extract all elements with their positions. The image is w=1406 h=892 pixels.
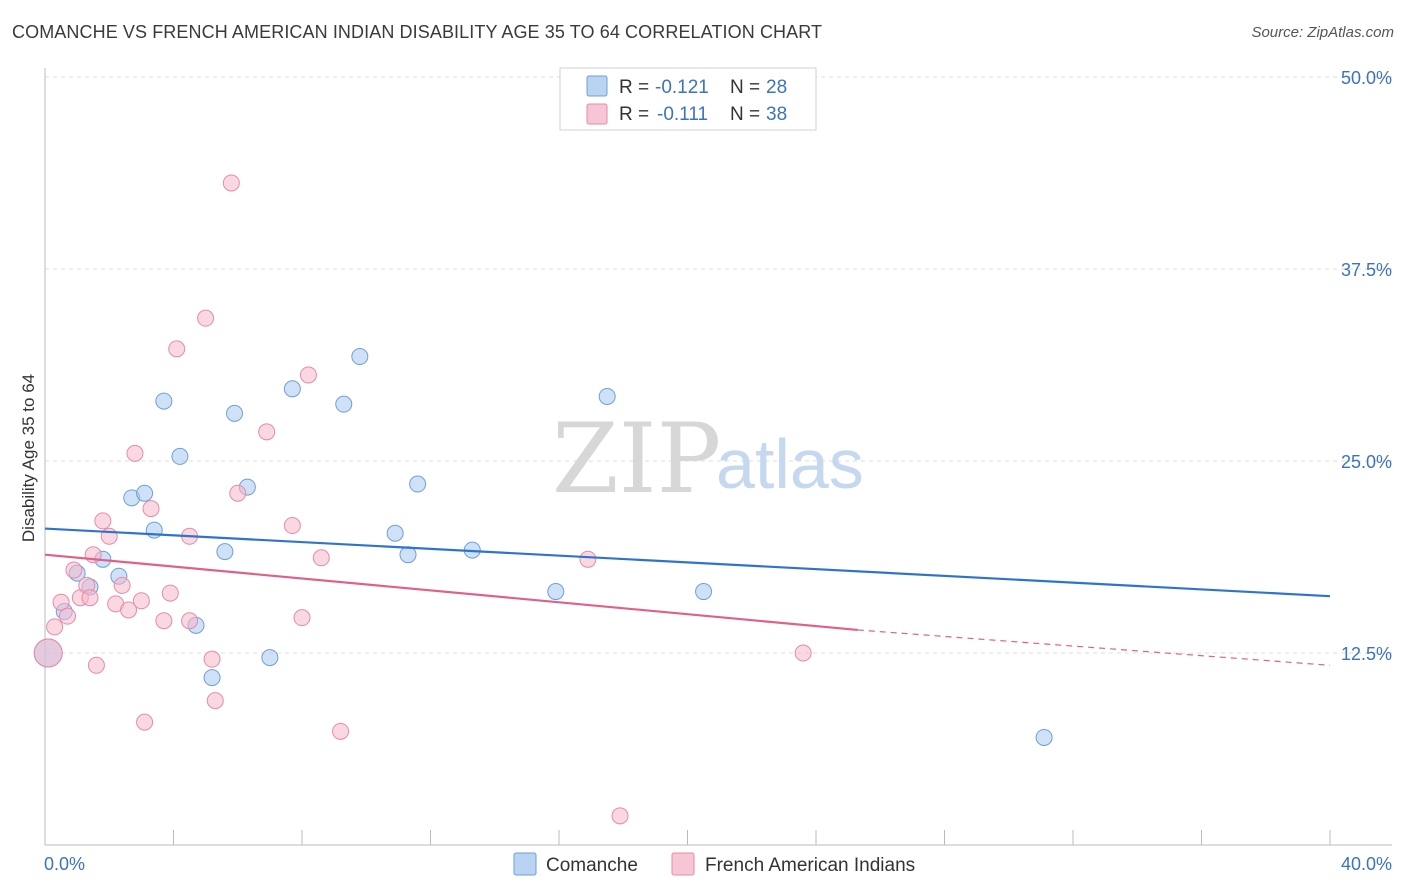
grid-lines — [45, 76, 1392, 654]
french-american-indian-point — [293, 609, 311, 627]
source-label: Source: ZipAtlas.com — [1251, 24, 1394, 41]
y-tick-label: 37.5% — [1341, 260, 1392, 280]
comanche-point — [136, 484, 154, 502]
legend-n-label-2: N = — [730, 104, 760, 125]
legend-n-label-1: N = — [730, 77, 760, 98]
y-tick-label: 12.5% — [1341, 644, 1392, 664]
comanche-point — [283, 380, 301, 398]
y-tick-labels: 12.5% 25.0% 37.5% 50.0% — [1341, 68, 1392, 664]
bottom-legend-swatch-french-american-indians — [671, 852, 695, 876]
legend-n-value-1: 28 — [766, 77, 787, 98]
comanche-trend-line — [44, 527, 1331, 598]
french-american-indian-point — [46, 618, 64, 636]
comanche-point — [155, 392, 173, 410]
bottom-legend-label-comanche: Comanche — [546, 855, 638, 876]
comanche-point — [1035, 728, 1053, 746]
french-american-indian-point — [155, 612, 173, 630]
comanche-point — [547, 583, 565, 601]
comanche-point — [226, 404, 244, 422]
y-axis-title: Disability Age 35 to 64 — [19, 374, 38, 542]
legend-n-value-2: 38 — [766, 104, 787, 125]
french-american-indian-point — [197, 309, 215, 327]
french-american-indian-point — [283, 517, 301, 535]
french-american-indian-point — [58, 607, 76, 625]
comanche-point — [171, 447, 189, 465]
french-american-indian-point — [132, 592, 150, 610]
french-american-indian-point — [94, 512, 112, 530]
french-american-indian-point — [81, 589, 99, 607]
comanche-point — [399, 546, 417, 564]
x-ticks — [44, 830, 1331, 845]
chart-title: COMANCHE VS FRENCH AMERICAN INDIAN DISAB… — [12, 22, 823, 42]
legend-swatch-french-american-indians — [586, 103, 608, 125]
comanche-point — [409, 475, 427, 493]
french-american-indian-point — [312, 549, 330, 567]
french-american-indian-point — [120, 601, 138, 619]
comanche-point — [203, 669, 221, 687]
french-american-indian-point — [52, 593, 70, 611]
french-american-indian-point — [299, 366, 317, 384]
watermark-atlas: atlas — [716, 425, 864, 503]
y-tick-label: 25.0% — [1341, 452, 1392, 472]
comanche-point — [335, 395, 353, 413]
french-american-indian-point — [161, 584, 179, 602]
french-american-indian-point — [258, 423, 276, 441]
french-american-indian-point — [611, 807, 629, 825]
french-american-indian-point — [33, 638, 63, 668]
french-american-indian-point — [332, 722, 350, 740]
french-american-indian-point — [181, 612, 199, 630]
french-american-indian-point — [136, 713, 154, 731]
comanche-point — [261, 649, 279, 667]
comanche-point — [695, 583, 713, 601]
comanche-point — [386, 524, 404, 542]
french-american-indian-point — [229, 484, 247, 502]
x-tick-label-max: 40.0% — [1341, 854, 1392, 874]
bottom-legend: Comanche French American Indians — [513, 852, 915, 876]
comanche-point — [598, 387, 616, 405]
data-points — [33, 174, 1053, 825]
french-american-indian-point — [794, 644, 812, 662]
french-american-indian-point — [87, 656, 105, 674]
french-american-indian-point — [65, 561, 83, 579]
bottom-legend-label-french-american-indians: French American Indians — [705, 855, 915, 876]
trend-lines — [44, 527, 1331, 666]
legend-swatch-comanche — [586, 75, 608, 97]
french-american-indian-point — [579, 550, 597, 568]
bottom-legend-swatch-comanche — [513, 852, 537, 876]
legend-r-label-2: R = — [619, 104, 649, 125]
french-american-indian-point — [126, 444, 144, 462]
french-american-indian-point — [203, 650, 221, 668]
axes — [44, 68, 1392, 846]
french-american-indian-point — [168, 340, 186, 358]
comanche-point — [216, 543, 234, 561]
x-tick-label-min: 0.0% — [44, 854, 85, 874]
y-tick-label: 50.0% — [1341, 68, 1392, 88]
french-american-indians-trend-extension — [857, 629, 1331, 666]
legend-r-label-1: R = — [619, 77, 649, 98]
top-legend: R = -0.121 N = 28 R = -0.111 N = 38 — [559, 67, 817, 131]
legend-r-value-1: -0.121 — [655, 77, 709, 98]
french-american-indian-point — [206, 692, 224, 710]
watermark: ZIP atlas — [552, 403, 864, 515]
french-american-indian-point — [142, 500, 160, 518]
french-american-indians-trend-line — [44, 553, 858, 632]
french-american-indian-point — [113, 576, 131, 594]
legend-r-value-2: -0.111 — [657, 104, 708, 125]
comanche-point — [351, 348, 369, 366]
watermark-zip: ZIP — [552, 403, 721, 515]
french-american-indian-point — [222, 174, 240, 192]
